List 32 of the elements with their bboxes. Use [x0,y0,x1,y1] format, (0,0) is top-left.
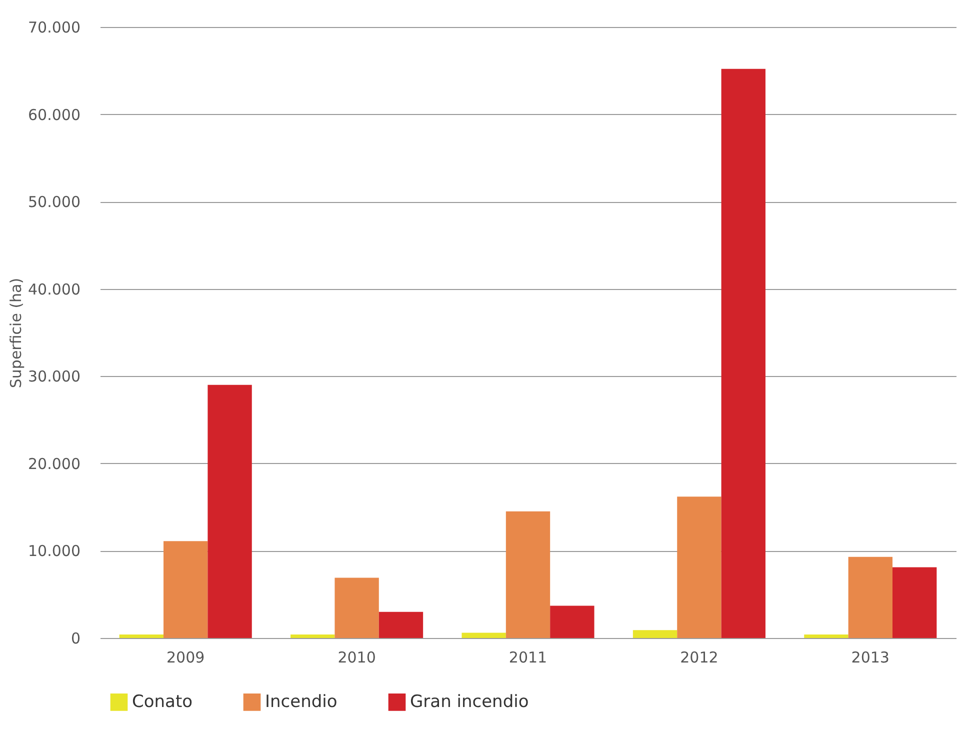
bar [632,630,678,638]
bar [334,578,379,638]
bar [290,634,335,638]
bar [848,556,892,638]
legend-label: Gran incendio [410,692,529,712]
y-tick-label: 50.000 [28,193,80,212]
y-tick-label: 70.000 [28,18,80,36]
y-tick-label: 0 [70,630,80,648]
y-tick-label: 40.000 [28,280,80,298]
bar [721,68,766,638]
x-tick-label: 2013 [851,648,890,666]
legend-label: Conato [132,692,193,712]
bar [506,511,550,638]
bar [892,567,937,638]
x-tick-label: 2010 [338,648,376,666]
y-tick-label: 20.000 [28,454,80,473]
y-tick-label: 10.000 [28,542,80,560]
bar [119,634,164,638]
legend-label: Incendio [265,692,338,712]
y-tick-label: 30.000 [28,368,80,386]
bar [462,632,506,638]
x-tick-label: 2012 [680,648,718,666]
bar [164,541,208,638]
bar [677,496,722,638]
y-tick-label: 60.000 [28,106,80,124]
bar [804,634,848,638]
bar [378,612,424,638]
y-axis-title: Superficie (ha) [7,278,26,388]
bar [208,384,252,638]
x-tick-label: 2009 [166,648,205,666]
x-tick-label: 2011 [508,648,548,666]
bar [550,606,594,638]
